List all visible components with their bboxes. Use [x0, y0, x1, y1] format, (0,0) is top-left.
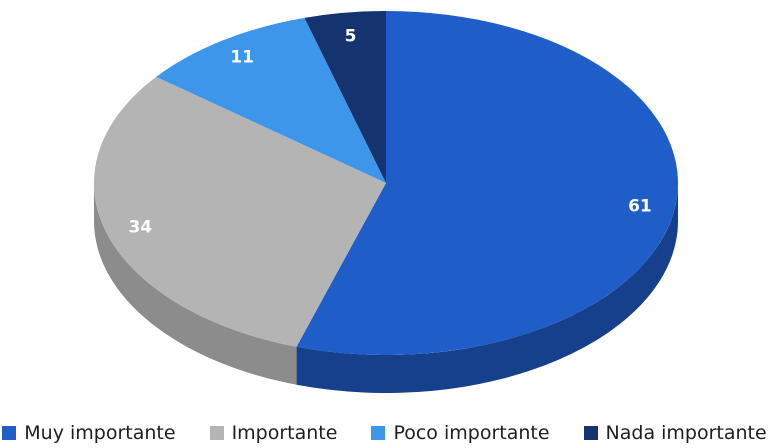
- legend-label-nada-importante: Nada importante: [605, 422, 767, 444]
- pie-slice-nada-importante: [304, 11, 386, 183]
- legend-swatch-importante: [209, 426, 224, 440]
- legend-item-poco-importante: Poco importante: [371, 422, 550, 444]
- pie-data-labels: 61 34 11 5: [128, 27, 651, 238]
- legend-item-importante: Importante: [209, 422, 338, 444]
- pie-side-muy-importante: [296, 183, 678, 394]
- pie-chart: 61 34 11 5: [93, 11, 678, 394]
- data-label-poco-importante: 11: [230, 48, 254, 68]
- legend: Muy importante Importante Poco importante N…: [0, 418, 769, 448]
- legend-label-poco-importante: Poco importante: [393, 422, 550, 444]
- pie-side-importante: [94, 183, 297, 385]
- legend-item-nada-importante: Nada importante: [583, 422, 767, 444]
- data-label-nada-importante: 5: [345, 27, 357, 47]
- legend-item-muy-importante: Muy importante: [2, 422, 176, 444]
- pie-slice-importante: [93, 76, 386, 347]
- data-label-muy-importante: 61: [628, 197, 652, 217]
- legend-swatch-poco-importante: [371, 426, 386, 440]
- pie-side-walls: [94, 183, 678, 394]
- legend-label-muy-importante: Muy importante: [24, 422, 176, 444]
- legend-label-importante: Importante: [231, 422, 338, 444]
- pie-slice-poco-importante: [156, 17, 386, 183]
- pie-slice-muy-importante: [296, 11, 678, 355]
- legend-swatch-muy-importante: [2, 426, 17, 440]
- data-label-importante: 34: [128, 217, 152, 237]
- pie-slices: [93, 11, 678, 355]
- legend-swatch-nada-importante: [583, 426, 598, 440]
